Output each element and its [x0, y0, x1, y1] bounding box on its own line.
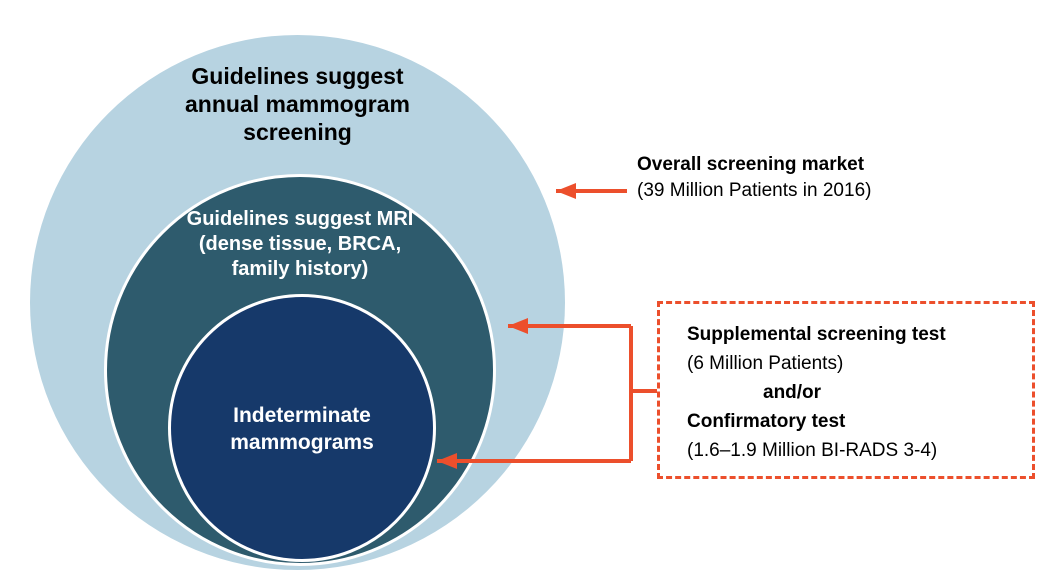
- overall-market-annotation: Overall screening market (39 Million Pat…: [637, 152, 871, 204]
- outer-circle-label: Guidelines suggest annual mammogram scre…: [185, 63, 410, 145]
- supplemental-box-line-3: and/or: [763, 382, 822, 403]
- supplemental-box-bracket: [629, 326, 657, 461]
- inner-circle-label: Indeterminate mammograms: [230, 404, 374, 454]
- overall-market-title: Overall screening market: [637, 154, 865, 175]
- supplemental-box-line-4: Confirmatory test: [687, 411, 846, 432]
- supplemental-box-line-1: Supplemental screening test: [687, 324, 946, 345]
- supplemental-test-box: Supplemental screening test (6 Million P…: [657, 301, 1035, 479]
- supplemental-box-line-5: (1.6–1.9 Million BI-RADS 3-4): [687, 440, 938, 461]
- inner-circle-indeterminate: [168, 294, 436, 562]
- supplemental-box-line-2: (6 Million Patients): [687, 353, 844, 374]
- middle-circle-label: Guidelines suggest MRI (dense tissue, BR…: [186, 208, 414, 280]
- overall-market-subtitle: (39 Million Patients in 2016): [637, 180, 872, 201]
